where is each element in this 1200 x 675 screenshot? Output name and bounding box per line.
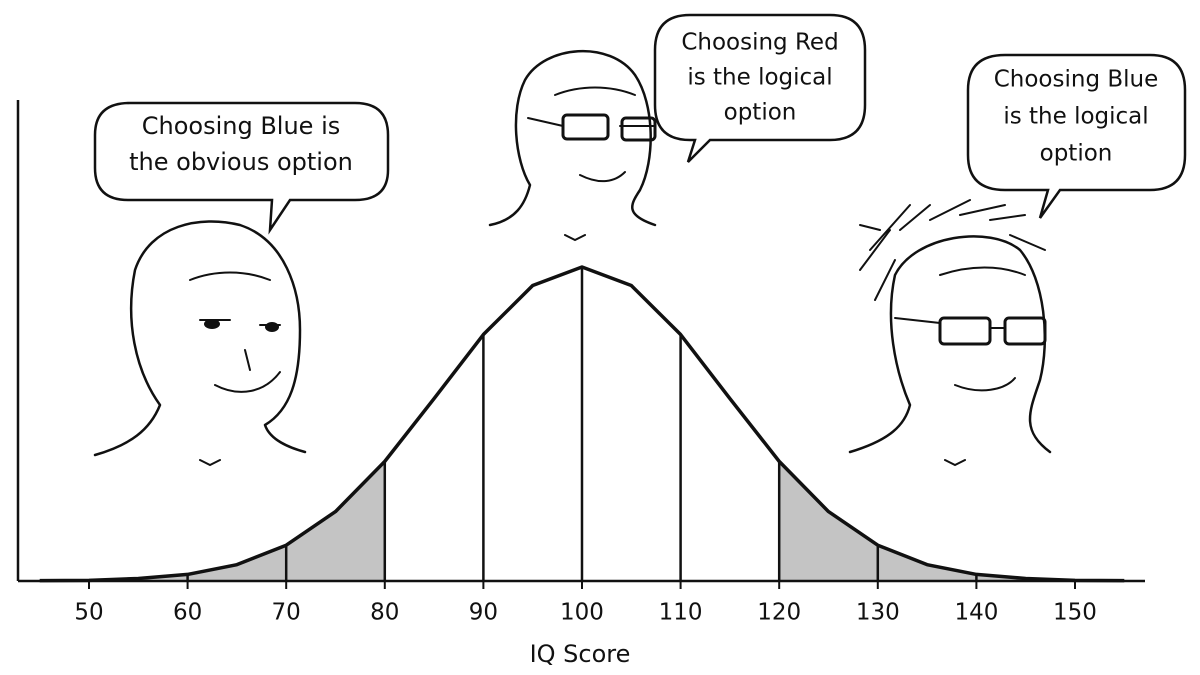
x-axis-label: IQ Score [530,640,631,668]
bubble-text: Choosing Blue is [142,112,341,140]
bubble-text: the obvious option [129,148,353,176]
x-tick-label: 120 [757,600,801,626]
annotations: Choosing Blue is the obvious option Choosi… [129,30,1158,177]
speech-bubble [93,101,390,235]
glasses [938,316,992,346]
x-tick-label: 50 [74,600,103,626]
face-left [93,220,307,467]
plot-area [39,265,1125,583]
speech-bubble [966,53,1187,219]
shaded-region [39,461,385,581]
glasses [1003,316,1047,346]
bubble-text: option [1040,141,1113,167]
eye [204,319,220,329]
glasses [561,113,610,141]
bubble-text: option [724,100,797,126]
x-tick-label: 150 [1053,600,1097,626]
x-tick-label: 140 [954,600,998,626]
x-tick-label: 70 [272,600,301,626]
bubble-text: Choosing Red [681,30,838,56]
x-tick-label: 80 [370,600,399,626]
face-right [848,199,1052,467]
bubble-text: is the logical [1003,104,1148,130]
x-tick-label: 130 [856,600,900,626]
speech-bubble [653,13,867,163]
x-tick-label: 100 [560,600,604,626]
x-tick-label: 60 [173,600,202,626]
shaded-region [779,461,1125,581]
face-middle [488,49,657,242]
x-tick-label: 90 [469,600,498,626]
eye [265,322,279,332]
x-tick-label: 110 [659,600,703,626]
bubble-text: is the logical [687,65,832,91]
bubble-text: Choosing Blue [994,67,1159,93]
glasses [620,116,657,142]
bell-curve [39,265,1125,583]
